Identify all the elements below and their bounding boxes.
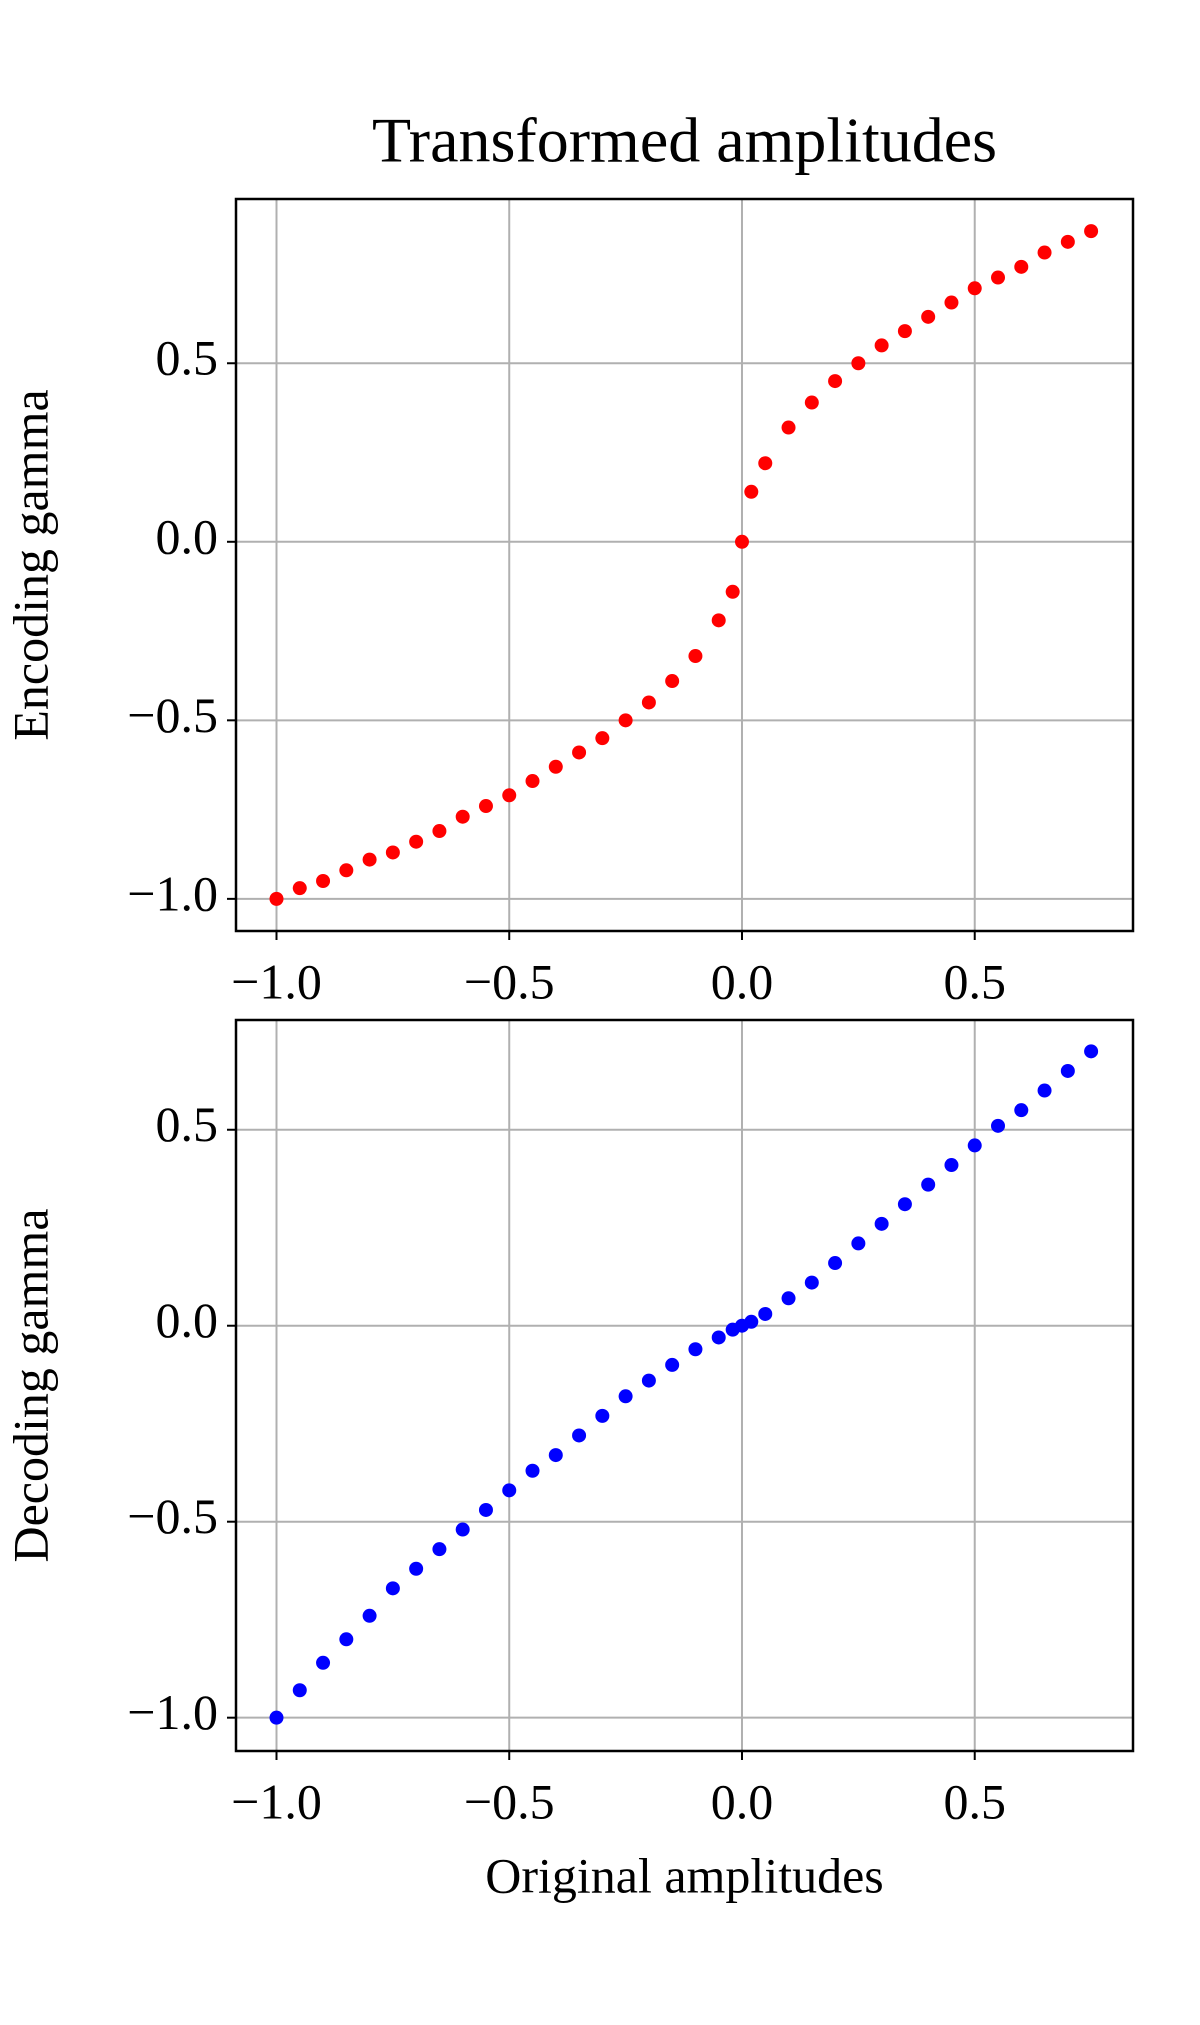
y-tick-label: 0.5: [156, 330, 219, 386]
point: [618, 1389, 633, 1404]
y-tick-label: −0.5: [127, 687, 218, 743]
x-tick-label: −0.5: [464, 953, 555, 1009]
point: [711, 613, 726, 628]
point: [1060, 234, 1075, 249]
x-tick-label: −1.0: [231, 1773, 322, 1829]
point: [688, 649, 703, 664]
y-tick-label: 0.0: [156, 1292, 219, 1348]
point: [641, 1373, 656, 1388]
point: [409, 1561, 424, 1576]
point: [455, 809, 470, 824]
point: [804, 1275, 819, 1290]
point: [269, 1710, 284, 1725]
point: [595, 1408, 610, 1423]
x-tick-label: 0.0: [711, 1773, 774, 1829]
point: [781, 420, 796, 435]
point: [292, 881, 307, 896]
point: [758, 456, 773, 471]
x-tick-label: 0.5: [943, 953, 1006, 1009]
point: [804, 395, 819, 410]
point: [432, 1542, 447, 1557]
point: [572, 1428, 587, 1443]
point: [339, 863, 354, 878]
point: [688, 1342, 703, 1357]
y-tick-label: 0.5: [156, 1096, 219, 1152]
point: [874, 1216, 889, 1231]
point: [991, 270, 1006, 285]
point: [595, 731, 610, 746]
point: [478, 799, 493, 814]
point: [292, 1683, 307, 1698]
point: [572, 745, 587, 760]
point: [432, 824, 447, 839]
point: [828, 1256, 843, 1271]
point: [478, 1502, 493, 1517]
point: [1037, 1083, 1052, 1098]
point: [828, 374, 843, 389]
point: [758, 1306, 773, 1321]
point: [897, 1197, 912, 1212]
point: [1037, 245, 1052, 260]
axes-frame: [234, 1018, 1135, 1753]
point: [385, 845, 400, 860]
point: [921, 309, 936, 324]
y-tick-label: 0.0: [156, 508, 219, 564]
point: [1060, 1063, 1075, 1078]
y-tick-label: −1.0: [127, 1684, 218, 1740]
point: [1014, 259, 1029, 274]
point: [944, 295, 959, 310]
x-tick-label: 0.5: [943, 1773, 1006, 1829]
y-tick-label: −1.0: [127, 865, 218, 921]
point: [525, 774, 540, 789]
point: [339, 1632, 354, 1647]
point: [711, 1330, 726, 1345]
x-axis-label: Original amplitudes: [485, 1847, 884, 1903]
point: [525, 1463, 540, 1478]
point: [967, 281, 982, 296]
point: [548, 1448, 563, 1463]
point: [548, 759, 563, 774]
point: [362, 1608, 377, 1623]
point: [455, 1522, 470, 1537]
point: [409, 834, 424, 849]
y-axis-label: Decoding gamma: [2, 1208, 58, 1562]
point: [781, 1291, 796, 1306]
point: [1084, 1044, 1099, 1059]
point: [385, 1581, 400, 1596]
point: [1084, 224, 1099, 239]
point: [316, 874, 331, 889]
point: [502, 1483, 517, 1498]
point: [362, 852, 377, 867]
point: [1014, 1103, 1029, 1118]
point: [744, 484, 759, 499]
y-axis-label: Encoding gamma: [2, 389, 58, 740]
x-tick-label: −1.0: [231, 953, 322, 1009]
point: [665, 1357, 680, 1372]
y-tick-label: −0.5: [127, 1488, 218, 1544]
point: [618, 713, 633, 728]
point: [725, 584, 740, 599]
point: [897, 324, 912, 339]
point: [874, 338, 889, 353]
point: [641, 695, 656, 710]
point: [269, 891, 284, 906]
point: [734, 534, 749, 549]
point: [921, 1177, 936, 1192]
axes-frame: [234, 197, 1135, 933]
point: [665, 674, 680, 689]
point: [744, 1314, 759, 1329]
point: [851, 356, 866, 371]
x-tick-label: 0.0: [711, 953, 774, 1009]
chart-title: Transformed amplitudes: [372, 105, 997, 176]
point: [316, 1655, 331, 1670]
point: [991, 1118, 1006, 1133]
point: [851, 1236, 866, 1251]
point: [502, 788, 517, 803]
point: [967, 1138, 982, 1153]
x-tick-label: −0.5: [464, 1773, 555, 1829]
point: [944, 1158, 959, 1173]
